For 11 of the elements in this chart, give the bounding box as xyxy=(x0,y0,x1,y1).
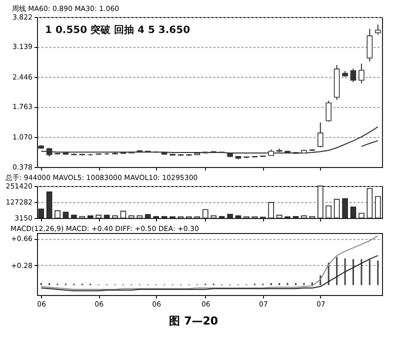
line-series xyxy=(40,255,378,292)
candlestick xyxy=(366,28,373,62)
candlestick xyxy=(358,63,364,84)
caption: 图 7—20 xyxy=(169,314,218,328)
candlestick xyxy=(317,122,324,148)
candlestick xyxy=(350,68,356,82)
candlestick xyxy=(374,24,381,36)
candlestick xyxy=(326,100,332,122)
line-series xyxy=(40,235,378,290)
text: 1 0.550 突破 回抽 4 5 3.650 xyxy=(45,25,190,36)
line-series xyxy=(40,126,378,154)
